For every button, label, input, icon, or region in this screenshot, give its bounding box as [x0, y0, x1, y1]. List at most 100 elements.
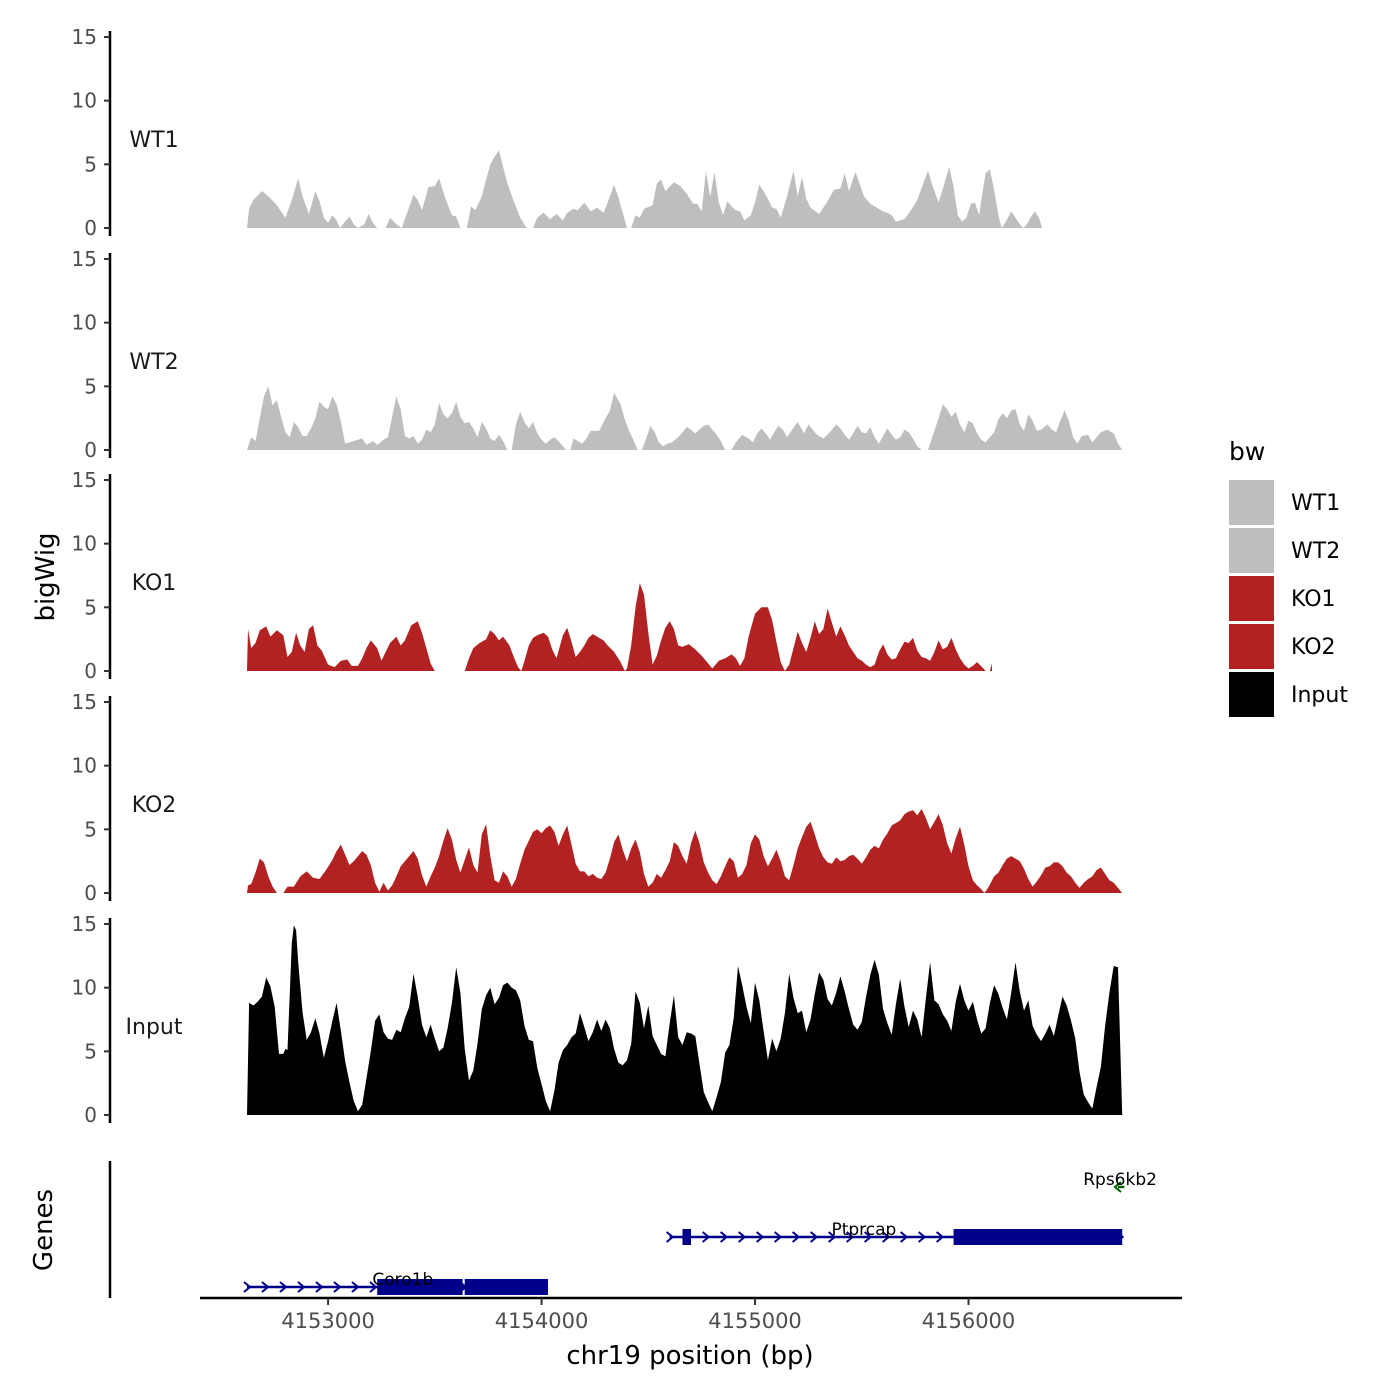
gene-label: Rps6kb2	[1083, 1170, 1157, 1190]
strand-arrow	[792, 1231, 801, 1243]
strand-arrow	[990, 1231, 999, 1243]
y-tick-label: 0	[84, 438, 97, 462]
strand-arrow	[702, 1231, 711, 1243]
y-tick-label: 10	[72, 976, 97, 1000]
gene-label: Coro1b	[372, 1270, 433, 1290]
strand-arrow	[882, 1231, 891, 1243]
genes-panel: Coro1b Ptprcap Rps6kb2	[108, 1161, 1157, 1298]
strand-arrow	[441, 1281, 450, 1293]
x-tick-label: 4154000	[495, 1309, 589, 1333]
genes-axis-title: Genes	[29, 1189, 59, 1271]
y-tick-label: 0	[84, 659, 97, 683]
strand-arrow	[1113, 1181, 1122, 1193]
y-tick-label: 5	[84, 374, 97, 398]
strand-arrow	[1116, 1231, 1125, 1243]
strand-arrow	[1080, 1231, 1089, 1243]
strand-arrow	[405, 1281, 414, 1293]
legend-label: Input	[1291, 683, 1348, 708]
x-tick-label: 4153000	[281, 1309, 375, 1333]
track-WT2: 0 5 10 15 WT2	[72, 247, 1123, 462]
track-Input: 0 5 10 15 Input	[72, 912, 1123, 1127]
strand-arrow	[387, 1281, 396, 1293]
x-tick-label: 4155000	[708, 1309, 802, 1333]
strand-arrow	[936, 1231, 945, 1243]
track-KO1: 0 5 10 15 KO1	[72, 468, 992, 683]
area-Input	[247, 925, 1123, 1115]
y-tick-label: 5	[84, 152, 97, 176]
y-tick-label: 10	[72, 311, 97, 335]
strand-arrow	[513, 1281, 522, 1293]
y-tick-label: 5	[84, 595, 97, 619]
track-KO2: 0 5 10 15 KO2	[72, 690, 1123, 905]
strand-arrow	[828, 1231, 837, 1243]
strand-arrow	[351, 1281, 360, 1293]
strand-arrow	[1026, 1231, 1035, 1243]
y-tick-label: 5	[84, 1039, 97, 1063]
strand-arrow	[279, 1281, 288, 1293]
exon	[682, 1229, 691, 1245]
strand-arrow	[666, 1231, 675, 1243]
legend: WT1 WT2 KO1 KO2 Input	[1229, 480, 1348, 717]
strand-arrow	[684, 1231, 693, 1243]
x-tick-label: 4156000	[922, 1309, 1016, 1333]
strand-arrow	[333, 1281, 342, 1293]
strand-arrow	[297, 1281, 306, 1293]
strand-arrow	[972, 1231, 981, 1243]
strand-arrow	[1062, 1231, 1071, 1243]
y-tick-label: 15	[72, 690, 97, 714]
strand-arrow	[738, 1231, 747, 1243]
y-tick-label: 5	[84, 817, 97, 841]
exon	[377, 1279, 463, 1295]
strand-arrow	[720, 1231, 729, 1243]
strand-arrow	[846, 1231, 855, 1243]
strand-arrow	[954, 1231, 963, 1243]
strand-arrow	[459, 1281, 468, 1293]
strand-arrow	[774, 1231, 783, 1243]
strand-arrow	[261, 1281, 270, 1293]
strand-arrow	[864, 1231, 873, 1243]
area-KO2	[247, 809, 1123, 893]
strand-arrow	[369, 1281, 378, 1293]
track-label: WT2	[129, 350, 178, 375]
strand-arrow	[531, 1281, 540, 1293]
x-axis: 4153000 4154000 4155000 4156000	[200, 1296, 1182, 1333]
gene-label: Ptprcap	[831, 1220, 896, 1240]
track-label: WT1	[129, 128, 178, 153]
track-panels: 0 5 10 15 WT1 0 5 10 15 WT2 0 5 10 15 KO1 0 5 10 15 KO2 0 5 10…	[72, 25, 1123, 1127]
track-label: KO1	[132, 571, 177, 596]
strand-arrow	[1008, 1231, 1017, 1243]
legend-swatch-WT1	[1229, 480, 1274, 525]
legend-swatch-KO2	[1229, 624, 1274, 669]
strand-arrow	[1098, 1231, 1107, 1243]
area-KO1	[247, 583, 992, 671]
area-WT2	[247, 386, 1123, 450]
y-tick-label: 10	[72, 89, 97, 113]
legend-label: WT2	[1291, 539, 1340, 564]
y-tick-label: 15	[72, 25, 97, 49]
strand-arrow	[756, 1231, 765, 1243]
track-label: Input	[126, 1015, 183, 1040]
exon	[464, 1279, 548, 1295]
y-tick-label: 10	[72, 532, 97, 556]
gene-Rps6kb2: Rps6kb2	[1083, 1170, 1157, 1193]
legend-swatch-WT2	[1229, 528, 1274, 573]
strand-arrow	[810, 1231, 819, 1243]
y-axis-title: bigWig	[31, 532, 61, 621]
area-WT1	[247, 150, 1123, 228]
track-WT1: 0 5 10 15 WT1	[72, 25, 1123, 240]
x-axis-title: chr19 position (bp)	[566, 1341, 813, 1371]
strand-arrow	[918, 1231, 927, 1243]
y-tick-label: 10	[72, 754, 97, 778]
y-tick-label: 0	[84, 1103, 97, 1127]
strand-arrow	[1044, 1231, 1053, 1243]
legend-swatch-Input	[1229, 672, 1274, 717]
strand-arrow	[477, 1281, 486, 1293]
strand-arrow	[243, 1281, 252, 1293]
strand-arrow	[423, 1281, 432, 1293]
y-tick-label: 15	[72, 247, 97, 271]
exon	[953, 1229, 1123, 1245]
track-label: KO2	[132, 793, 177, 818]
y-tick-label: 15	[72, 912, 97, 936]
strand-arrow	[900, 1231, 909, 1243]
